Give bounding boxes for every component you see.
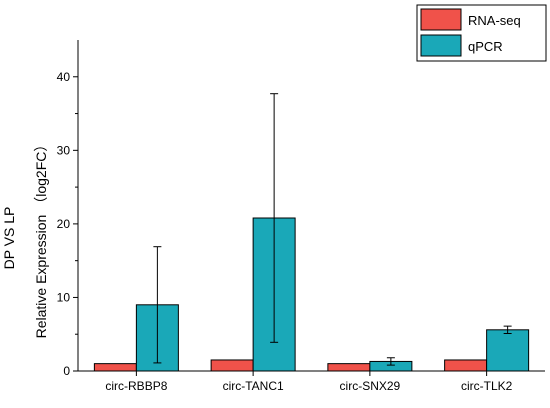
x-tick-label: circ-TANC1	[223, 379, 284, 393]
y-tick-label: 0	[63, 364, 70, 378]
x-tick-label: circ-RBBP8	[105, 379, 167, 393]
bar-rna-seq-1	[210, 359, 254, 372]
y-tick-label: 10	[57, 290, 71, 304]
bars	[93, 217, 530, 372]
legend-label-rna-seq: RNA-seq	[468, 13, 521, 28]
y-axis-title-line2: Relative Expression （log2FC）	[33, 138, 49, 339]
y-axis-title-line1: DP VS LP	[1, 207, 17, 270]
x-axis-labels: circ-RBBP8 circ-TANC1 circ-SNX29 circ-TLK2	[105, 371, 513, 393]
x-tick-label: circ-TLK2	[461, 379, 513, 393]
legend-label-qpcr: qPCR	[468, 39, 503, 54]
y-tick-label: 20	[57, 217, 71, 231]
legend: RNA-seq qPCR	[416, 4, 547, 62]
bar-rna-seq-3	[444, 359, 488, 372]
bar-rna-seq-2	[327, 363, 371, 372]
y-tick-label: 40	[57, 70, 71, 84]
error-bars	[153, 93, 512, 366]
bar-rna-seq-0	[93, 363, 137, 372]
y-axis-ticks: 0 10 20 30 40	[57, 70, 78, 378]
legend-swatch-rna-seq	[420, 8, 462, 31]
y-tick-label: 30	[57, 143, 71, 157]
bar-qpcr-3	[486, 329, 530, 372]
x-tick-label: circ-SNX29	[340, 379, 401, 393]
legend-swatch-qpcr	[420, 34, 462, 57]
